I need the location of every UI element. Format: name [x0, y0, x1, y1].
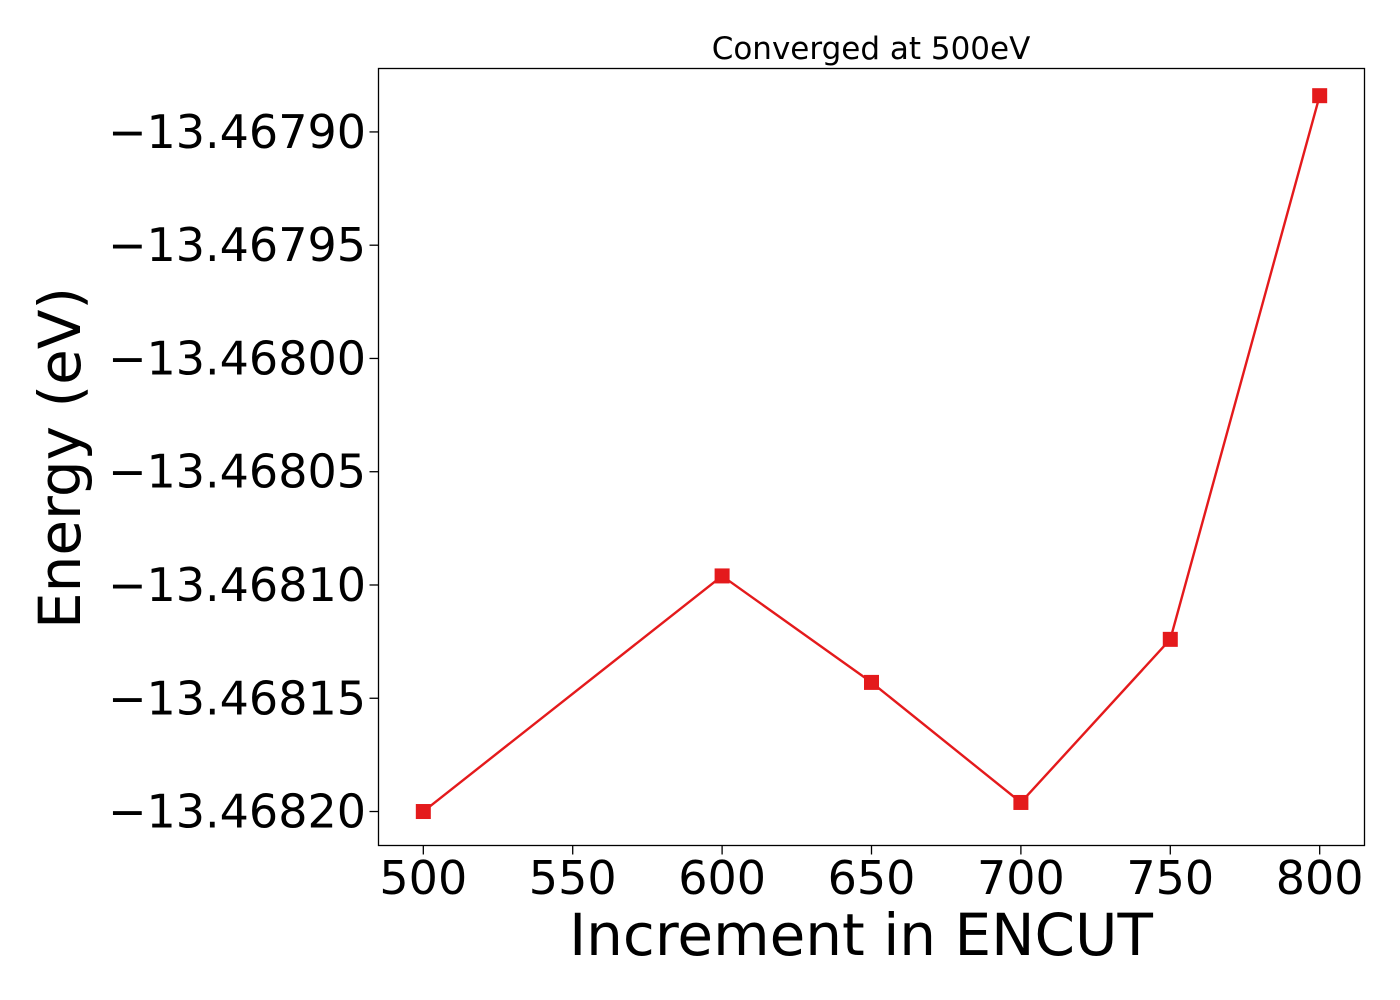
- data-point-marker: [415, 804, 431, 820]
- plot-area: [415, 88, 1328, 820]
- y-tick-label: −13.46810: [108, 558, 366, 612]
- y-tick-label: −13.46820: [108, 785, 366, 839]
- y-axis-ticks: −13.46790 −13.46795 −13.46800 −13.46805 −13.…: [108, 105, 379, 839]
- x-axis-ticks: 500 550 600 650 700 750 800: [379, 845, 1364, 905]
- x-tick-label: 650: [828, 851, 916, 905]
- y-tick-label: −13.46805: [108, 445, 366, 499]
- y-tick-label: −13.46815: [108, 671, 366, 725]
- y-tick-label: −13.46795: [108, 218, 366, 272]
- data-point-marker: [714, 568, 730, 584]
- y-axis-label: Energy (eV): [26, 287, 94, 629]
- x-tick-label: 800: [1276, 851, 1364, 905]
- x-tick-label: 500: [379, 851, 467, 905]
- x-tick-label: 700: [977, 851, 1065, 905]
- x-tick-label: 550: [529, 851, 617, 905]
- data-point-marker: [864, 674, 879, 690]
- x-axis-label: Increment in ENCUT: [569, 901, 1153, 969]
- x-tick-label: 600: [678, 851, 766, 905]
- data-point-marker: [1013, 794, 1029, 810]
- chart-title: Converged at 500eV: [712, 31, 1031, 67]
- y-tick-label: −13.46800: [108, 331, 366, 385]
- data-point-marker: [1312, 88, 1328, 104]
- y-tick-label: −13.46790: [108, 105, 366, 159]
- data-point-marker: [1162, 631, 1178, 647]
- x-tick-label: 750: [1126, 851, 1214, 905]
- series-line: [422, 95, 1321, 813]
